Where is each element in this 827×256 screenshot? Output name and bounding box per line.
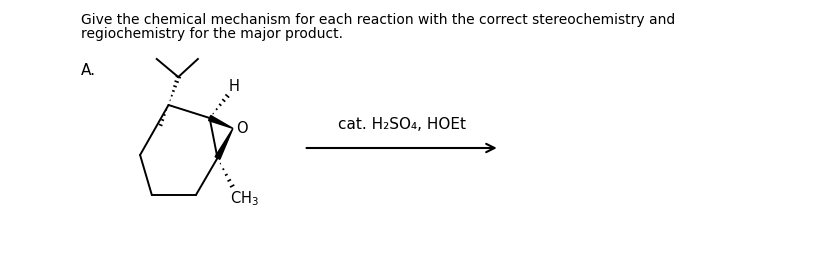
Polygon shape bbox=[208, 115, 232, 129]
Text: H: H bbox=[228, 79, 239, 94]
Text: cat. H₂SO₄, HOEt: cat. H₂SO₄, HOEt bbox=[337, 117, 465, 132]
Text: CH$_3$: CH$_3$ bbox=[230, 189, 259, 208]
Text: A.: A. bbox=[81, 63, 96, 78]
Text: O: O bbox=[236, 121, 247, 136]
Polygon shape bbox=[215, 129, 232, 159]
Text: Give the chemical mechanism for each reaction with the correct stereochemistry a: Give the chemical mechanism for each rea… bbox=[81, 13, 675, 27]
Text: regiochemistry for the major product.: regiochemistry for the major product. bbox=[81, 27, 343, 41]
